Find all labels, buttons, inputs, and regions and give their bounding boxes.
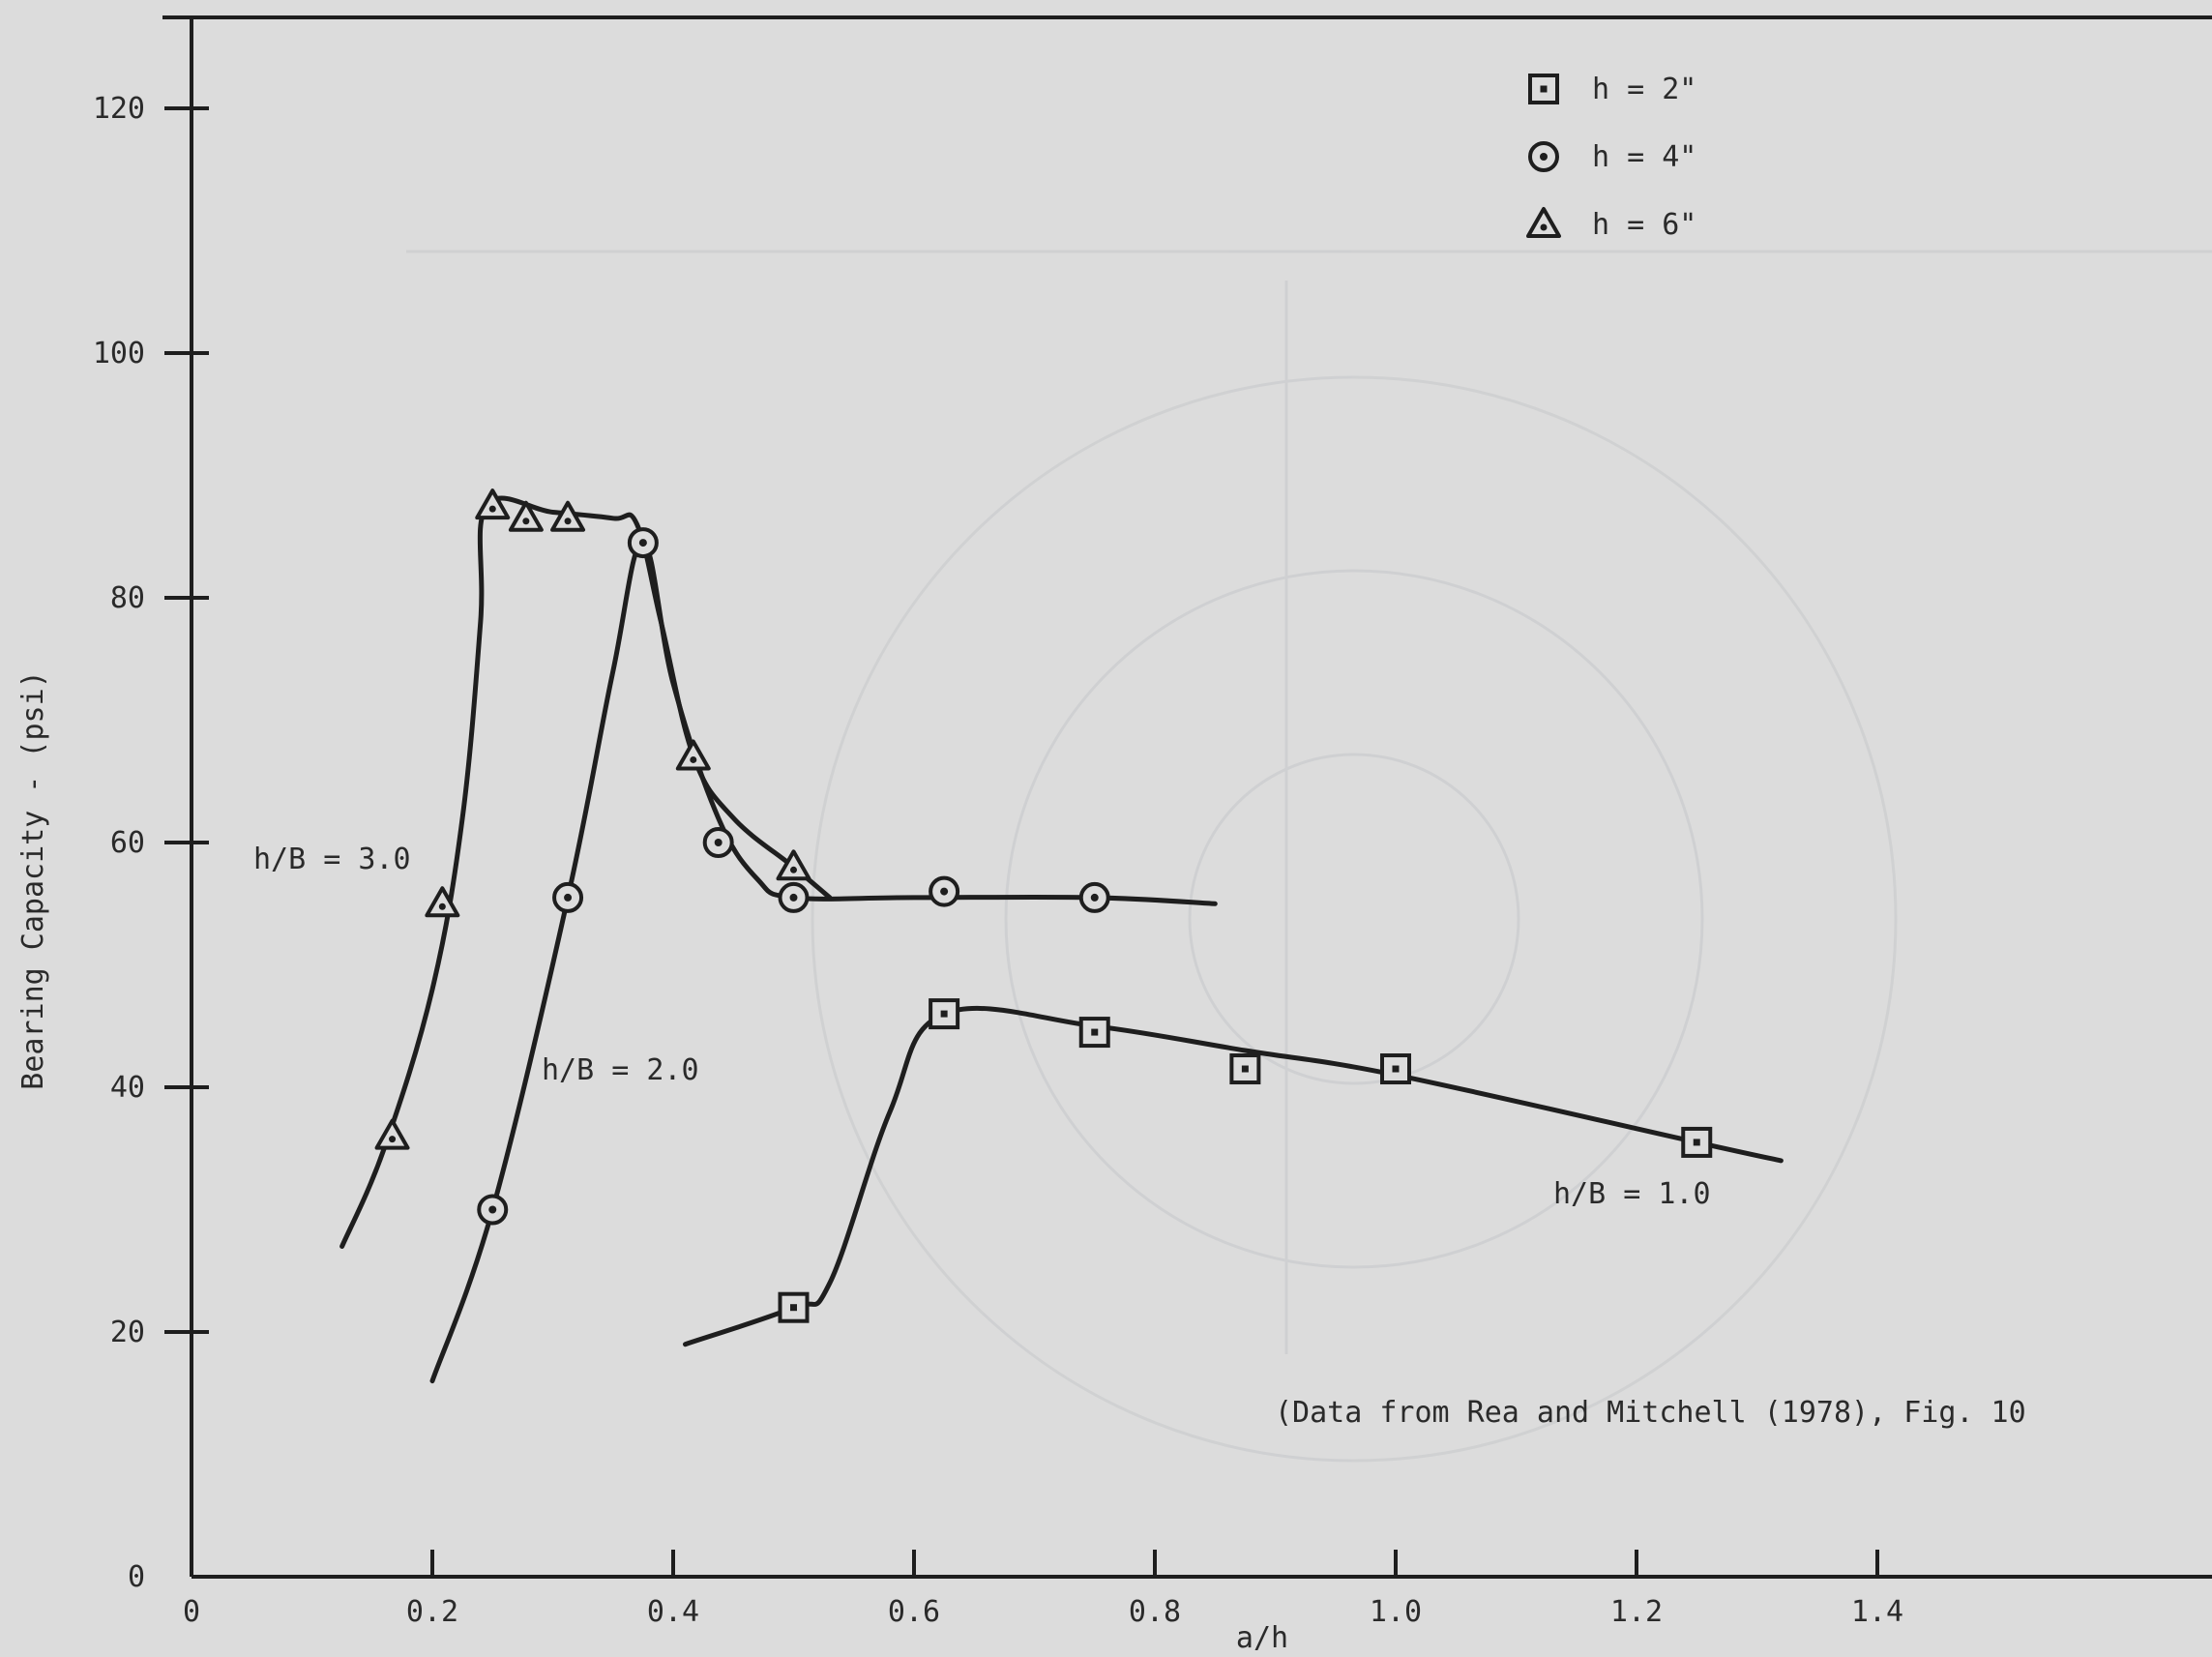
circle-point-marker-dot: [1090, 893, 1099, 902]
triangle-point-marker-dot: [564, 518, 572, 525]
x-tick-label: 1.2: [1610, 1595, 1663, 1629]
x-tick-label: 0.2: [406, 1595, 458, 1629]
square-point-marker: [1681, 1126, 1713, 1158]
triangle-point-marker-outline: [374, 1118, 410, 1150]
x-tick-label: 1.4: [1851, 1595, 1903, 1629]
triangle-point-marker-outline: [776, 849, 811, 881]
circle-point-marker: [702, 827, 734, 858]
square-point-marker: [778, 1291, 810, 1323]
triangle-point-marker: [374, 1118, 410, 1150]
square-point-marker: [1229, 1053, 1261, 1085]
triangle-point-marker: [776, 849, 811, 881]
circle-point-marker-dot: [564, 893, 573, 902]
square-point-marker: [1078, 1017, 1110, 1049]
y-tick-label: 40: [110, 1071, 145, 1105]
legend-square-icon: [1528, 74, 1559, 104]
y-tick-label: 0: [128, 1560, 145, 1594]
y-tick-label: 120: [93, 92, 145, 126]
circle-point-marker-dot: [789, 893, 798, 902]
x-tick-label: 0.6: [888, 1595, 940, 1629]
square-point-marker-dot: [1091, 1028, 1099, 1036]
triangle-point-marker-outline: [550, 500, 586, 532]
triangle-point-marker-outline: [475, 488, 511, 520]
triangle-point-marker-dot: [389, 1136, 397, 1143]
circle-point-marker: [477, 1194, 509, 1226]
annotations: a/h Bearing Capacity - (psi) h/B = 3.0 h…: [16, 670, 2026, 1655]
y-axis-label: Bearing Capacity - (psi): [16, 670, 50, 1089]
circle-point-marker: [627, 527, 659, 559]
square-point-marker: [1380, 1053, 1411, 1085]
triangle-point-marker-dot: [522, 518, 530, 525]
circle-point-marker: [552, 881, 584, 913]
legend-circle-icon-dot: [1540, 153, 1548, 161]
triangle-point-marker: [475, 488, 511, 520]
triangle-point-marker-outline: [675, 739, 711, 771]
square-point-marker-dot: [940, 1010, 948, 1018]
legend-square-icon-dot: [1540, 85, 1548, 93]
square-point-marker-dot: [1241, 1065, 1249, 1073]
y-tick-label: 80: [110, 581, 145, 615]
circle-point-marker-dot: [638, 539, 647, 547]
triangle-point-marker-dot: [438, 902, 446, 910]
legend-label: h = 2": [1592, 73, 1696, 106]
triangle-point-marker: [425, 886, 460, 918]
curve-label-hb-2: h/B = 2.0: [542, 1053, 699, 1087]
legend-label: h = 6": [1592, 208, 1696, 242]
x-axis-label: a/h: [1236, 1621, 1288, 1652]
x-tick-label: 0.8: [1129, 1595, 1181, 1629]
triangle-point-marker-outline: [508, 500, 544, 532]
curve-label-hb-1: h/B = 1.0: [1553, 1177, 1711, 1211]
x-tick-label: 1.0: [1370, 1595, 1422, 1629]
curve-label-hb-3: h/B = 3.0: [253, 843, 411, 876]
x-tick-label: 0.4: [647, 1595, 699, 1629]
square-point-marker: [929, 998, 960, 1030]
circle-point-marker: [1078, 881, 1110, 913]
triangle-point-marker: [550, 500, 586, 532]
triangle-point-marker-outline: [425, 886, 460, 918]
y-tick-label: 60: [110, 826, 145, 860]
square-point-marker-dot: [790, 1304, 797, 1312]
faint-bleed-through: [406, 250, 2212, 1463]
y-tick-label: 100: [93, 337, 145, 370]
triangle-point-marker-dot: [790, 866, 797, 873]
circle-point-marker: [929, 875, 960, 907]
triangle-point-marker: [508, 500, 544, 532]
data-markers: [374, 488, 1713, 1323]
legend-triangle-icon-dot: [1540, 223, 1548, 231]
square-point-marker-dot: [1693, 1139, 1700, 1146]
circle-point-marker-dot: [714, 839, 723, 846]
source-note: (Data from Rea and Mitchell (1978), Fig.…: [1275, 1396, 2026, 1430]
triangle-point-marker-dot: [690, 755, 697, 763]
circle-point-marker-dot: [940, 887, 949, 896]
circle-point-marker-dot: [488, 1205, 497, 1214]
axes: 0 0.2 0.4 0.6 0.8 1.0 1.2 1.4 0 20 40 60 80 100 120: [93, 15, 2212, 1629]
y-tick-label: 20: [110, 1316, 145, 1349]
circle-point-marker: [778, 881, 810, 913]
triangle-point-marker: [675, 739, 711, 771]
legend-label: h = 4": [1592, 140, 1696, 174]
legend-triangle-icon-outline: [1526, 207, 1561, 238]
curve-3: [683, 1005, 1784, 1347]
legend-triangle-icon: [1526, 207, 1561, 238]
x-tick-label: 0: [183, 1595, 200, 1629]
legend: h = 2" h = 4" h = 6": [1526, 73, 1696, 242]
legend-circle-icon: [1528, 141, 1559, 172]
square-point-marker-dot: [1392, 1065, 1400, 1073]
triangle-point-marker-dot: [488, 505, 496, 513]
